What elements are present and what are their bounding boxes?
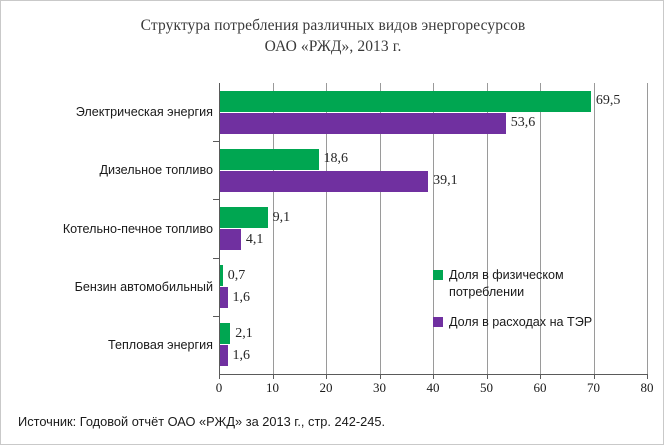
y-axis-category-label: Котельно-печное топливо <box>62 221 213 236</box>
gridline <box>433 83 434 374</box>
x-axis-tick-label: 30 <box>373 380 386 395</box>
bar-value-label: 1,6 <box>232 347 251 363</box>
y-axis-category-labels: Электрическая энергия Дизельное топливо Ко… <box>1 1 213 446</box>
y-axis-category-label: Электрическая энергия <box>75 105 213 120</box>
x-axis-tick-label: 0 <box>215 380 223 395</box>
x-axis-tick <box>272 374 274 379</box>
bar-value-label: 18,6 <box>323 151 349 167</box>
bar-physical[interactable] <box>219 90 591 112</box>
x-axis-tick <box>540 374 541 379</box>
bar-ter[interactable] <box>219 345 228 367</box>
gridline <box>379 83 381 374</box>
bar-physical[interactable] <box>219 207 268 228</box>
source-note: Источник: Годовой отчёт ОАО «РЖД» за 201… <box>18 414 386 429</box>
legend-swatch <box>433 270 443 280</box>
x-axis-tick-label: 70 <box>587 380 600 395</box>
bar-value-label: 69,5 <box>595 93 621 109</box>
bar-value-label: 4,1 <box>245 231 264 247</box>
bar-value-label: 9,1 <box>272 209 291 225</box>
x-axis-tick-label: 40 <box>426 380 440 395</box>
bar-value-label: 39,1 <box>433 173 458 189</box>
legend-label: Доля в расходах на ТЭР <box>449 315 593 329</box>
bar-ter[interactable] <box>219 112 506 134</box>
x-axis-tick <box>486 374 488 379</box>
y-axis-line <box>219 83 220 374</box>
chart-legend: Доля в физическом потреблении Доля в расх… <box>433 267 648 344</box>
legend-item[interactable]: Доля в расходах на ТЭР <box>433 314 648 331</box>
x-axis-tick <box>219 374 220 379</box>
gridline <box>647 83 648 374</box>
y-axis-category-label: Бензин автомобильный <box>74 279 213 294</box>
y-axis-tick <box>213 315 219 317</box>
bar-physical[interactable] <box>219 148 319 170</box>
x-axis-tick-label: 10 <box>266 380 279 395</box>
x-axis-tick <box>379 374 381 379</box>
plot-area <box>219 83 648 374</box>
x-axis-tick-label: 20 <box>319 380 333 395</box>
bar-physical[interactable] <box>219 265 223 287</box>
bar-value-label: 2,1 <box>235 325 253 341</box>
gridline <box>272 83 274 374</box>
x-axis-tick-label: 50 <box>480 380 493 395</box>
bar-ter[interactable] <box>219 229 241 250</box>
bar-value-label: 53,6 <box>510 115 536 131</box>
gridline <box>486 83 488 374</box>
bar-ter[interactable] <box>219 287 228 309</box>
legend-swatch <box>433 317 443 327</box>
x-axis-tick-label: 80 <box>640 380 654 395</box>
bar-physical[interactable] <box>219 323 231 345</box>
gridline <box>540 83 541 374</box>
bar-value-label: 1,6 <box>232 289 251 305</box>
x-axis-tick-label: 60 <box>533 380 547 395</box>
bar-ter[interactable] <box>219 170 429 192</box>
bar-value-label: 0,7 <box>227 267 246 283</box>
y-axis-tick <box>213 141 219 143</box>
gridline <box>593 83 595 374</box>
legend-item[interactable]: Доля в физическом потреблении <box>433 267 648 301</box>
y-axis-category-label: Тепловая энергия <box>107 337 213 352</box>
x-axis-tick <box>433 374 434 379</box>
legend-label: Доля в физическом потреблении <box>449 268 564 299</box>
y-axis-category-label: Дизельное топливо <box>99 163 213 178</box>
page-title: Структура потребления различных видов эн… <box>140 17 526 55</box>
y-axis-tick <box>213 257 219 259</box>
x-axis-tick <box>326 374 327 379</box>
gridline <box>326 83 327 374</box>
x-axis-tick <box>647 374 648 379</box>
x-axis-tick <box>593 374 595 379</box>
y-axis-tick <box>213 199 219 201</box>
